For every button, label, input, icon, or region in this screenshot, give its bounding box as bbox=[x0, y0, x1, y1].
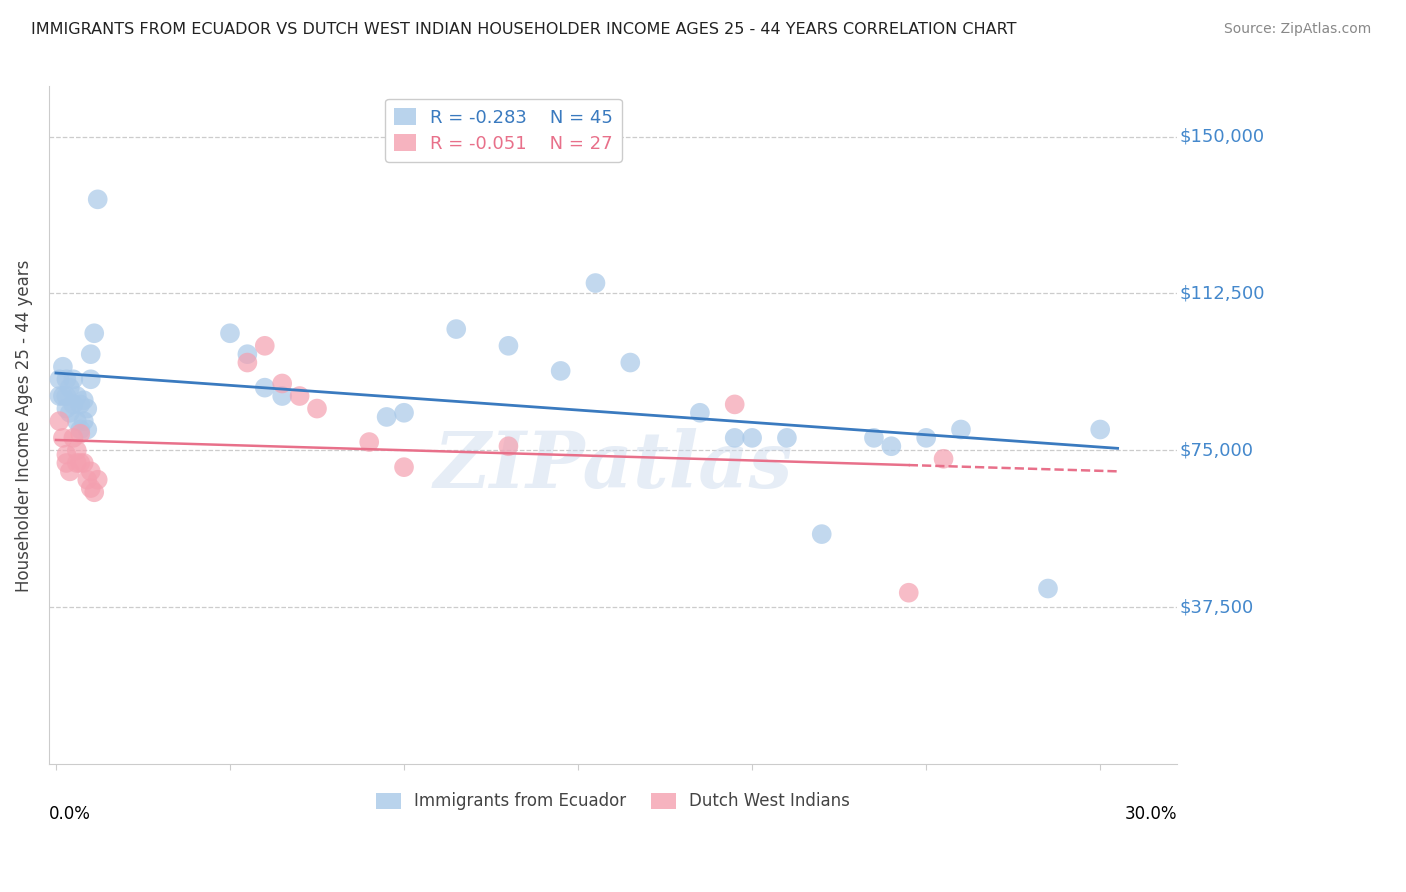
Point bbox=[741, 431, 763, 445]
Text: $112,500: $112,500 bbox=[1180, 285, 1264, 302]
Point bbox=[62, 397, 84, 411]
Point bbox=[69, 397, 91, 411]
Point bbox=[66, 389, 89, 403]
Point bbox=[932, 451, 955, 466]
Point bbox=[271, 389, 294, 403]
Point bbox=[619, 355, 641, 369]
Point bbox=[776, 431, 799, 445]
Point bbox=[69, 423, 91, 437]
Point bbox=[76, 401, 98, 416]
Point bbox=[80, 347, 103, 361]
Y-axis label: Householder Income Ages 25 - 44 years: Householder Income Ages 25 - 44 years bbox=[15, 260, 32, 591]
Point bbox=[810, 527, 832, 541]
Text: Source: ZipAtlas.com: Source: ZipAtlas.com bbox=[1223, 22, 1371, 37]
Point bbox=[498, 439, 520, 453]
Point bbox=[724, 397, 747, 411]
Point bbox=[69, 456, 91, 470]
Point bbox=[55, 389, 77, 403]
Text: $75,000: $75,000 bbox=[1180, 442, 1253, 459]
Point bbox=[73, 393, 96, 408]
Point bbox=[236, 347, 259, 361]
Point bbox=[253, 381, 276, 395]
Point bbox=[48, 389, 70, 403]
Point bbox=[375, 409, 398, 424]
Point bbox=[76, 473, 98, 487]
Point bbox=[498, 339, 520, 353]
Point bbox=[48, 414, 70, 428]
Point bbox=[392, 406, 415, 420]
Point bbox=[1090, 423, 1112, 437]
Point bbox=[86, 192, 108, 206]
Point bbox=[236, 355, 259, 369]
Point bbox=[83, 326, 105, 341]
Point bbox=[80, 464, 103, 478]
Point bbox=[73, 414, 96, 428]
Point bbox=[305, 401, 328, 416]
Point bbox=[863, 431, 886, 445]
Point bbox=[949, 423, 972, 437]
Point bbox=[52, 389, 75, 403]
Point bbox=[52, 359, 75, 374]
Point bbox=[76, 423, 98, 437]
Point bbox=[392, 460, 415, 475]
Point bbox=[80, 481, 103, 495]
Point bbox=[253, 339, 276, 353]
Text: 0.0%: 0.0% bbox=[49, 805, 91, 823]
Point bbox=[219, 326, 242, 341]
Point bbox=[80, 372, 103, 386]
Point bbox=[59, 464, 82, 478]
Point bbox=[55, 456, 77, 470]
Point bbox=[724, 431, 747, 445]
Point bbox=[271, 376, 294, 391]
Text: $37,500: $37,500 bbox=[1180, 599, 1253, 616]
Point bbox=[66, 456, 89, 470]
Point bbox=[880, 439, 903, 453]
Point bbox=[86, 473, 108, 487]
Point bbox=[359, 435, 381, 450]
Point bbox=[66, 443, 89, 458]
Text: 30.0%: 30.0% bbox=[1125, 805, 1177, 823]
Point bbox=[62, 431, 84, 445]
Point bbox=[52, 431, 75, 445]
Point bbox=[1036, 582, 1059, 596]
Text: IMMIGRANTS FROM ECUADOR VS DUTCH WEST INDIAN HOUSEHOLDER INCOME AGES 25 - 44 YEA: IMMIGRANTS FROM ECUADOR VS DUTCH WEST IN… bbox=[31, 22, 1017, 37]
Point bbox=[444, 322, 467, 336]
Point bbox=[59, 381, 82, 395]
Point bbox=[550, 364, 572, 378]
Point bbox=[897, 585, 920, 599]
Point bbox=[48, 372, 70, 386]
Point bbox=[689, 406, 711, 420]
Point bbox=[55, 401, 77, 416]
Text: ZIPatlas: ZIPatlas bbox=[433, 428, 793, 504]
Point bbox=[59, 406, 82, 420]
Point bbox=[585, 276, 607, 290]
Point bbox=[915, 431, 938, 445]
Point bbox=[73, 456, 96, 470]
Point bbox=[62, 372, 84, 386]
Point bbox=[55, 448, 77, 462]
Point bbox=[69, 426, 91, 441]
Text: $150,000: $150,000 bbox=[1180, 128, 1264, 145]
Point bbox=[55, 372, 77, 386]
Legend: Immigrants from Ecuador, Dutch West Indians: Immigrants from Ecuador, Dutch West Indi… bbox=[368, 786, 856, 817]
Point bbox=[66, 414, 89, 428]
Point bbox=[83, 485, 105, 500]
Point bbox=[288, 389, 311, 403]
